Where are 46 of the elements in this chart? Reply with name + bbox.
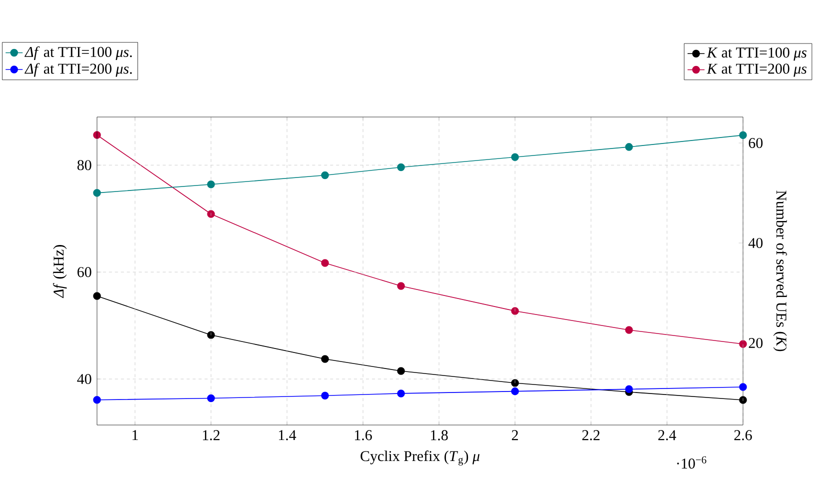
legend-label: Δf at TTI=200 μs.	[24, 63, 132, 77]
y-tick-label: 40	[77, 374, 92, 384]
point	[321, 171, 329, 180]
y-tick-label: 80	[77, 160, 92, 170]
point	[207, 331, 215, 339]
x-tick-label: 1.8	[430, 430, 448, 440]
x-axis-title: Cyclix Prefix (T$_{g}$) μ	[360, 450, 480, 466]
point	[511, 153, 519, 161]
point	[511, 387, 519, 396]
y2-axis-title: Number of served UEs (K)	[773, 190, 787, 352]
point	[397, 282, 405, 290]
point	[321, 355, 329, 363]
point	[207, 210, 215, 218]
x-tick-label: 1	[132, 430, 138, 440]
x-tick-label: 2.4	[658, 430, 676, 440]
y2-tick-label: 20	[748, 338, 763, 348]
x-tick-label: 1.2	[202, 430, 220, 440]
point	[625, 143, 633, 151]
point	[397, 390, 405, 398]
point	[625, 326, 633, 334]
point	[207, 394, 215, 402]
x-tick-label: 1.6	[354, 430, 372, 440]
y2-tick-label: 60	[748, 138, 763, 148]
point	[321, 259, 329, 267]
point	[739, 131, 747, 140]
text: ·10$^{−6}$	[677, 456, 706, 469]
legend-label: K at TTI=200 μs	[706, 64, 806, 77]
y-tick-label: 60	[78, 267, 92, 278]
point	[93, 189, 101, 197]
x-tick-label: 2	[512, 430, 518, 440]
point	[511, 307, 519, 315]
point	[93, 396, 101, 404]
point	[397, 367, 405, 375]
point	[207, 180, 215, 188]
x-tick-label: 1.4	[278, 430, 296, 440]
point	[397, 163, 405, 172]
y2-tick-label: 40	[748, 238, 763, 248]
x-tick-label: 2.2	[582, 430, 600, 440]
point	[625, 385, 633, 394]
x-tick-label: 2.6	[734, 430, 752, 440]
legend-label: K at TTI=100 μs	[706, 48, 806, 61]
legend-label: Δf at TTI=100 μs.	[24, 46, 132, 60]
point	[739, 383, 747, 391]
y-axis-title: Δf (kHz)	[53, 245, 67, 298]
point	[321, 392, 329, 400]
point	[739, 396, 747, 404]
